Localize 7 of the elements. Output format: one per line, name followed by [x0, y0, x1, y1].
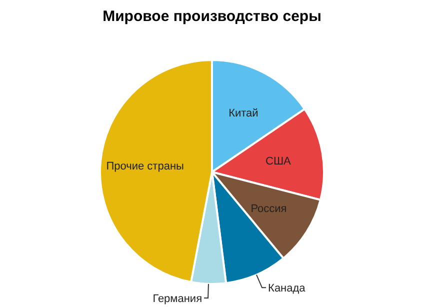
slice-label: США: [266, 155, 292, 168]
slice-label: Россия: [250, 203, 287, 216]
slice-label: Канада: [268, 282, 306, 295]
slice-label: Германия: [152, 292, 202, 305]
chart-title: Мировое производство серы: [102, 8, 322, 25]
slice-label: Прочие страны: [106, 160, 184, 173]
slice-label: Китай: [228, 108, 258, 120]
